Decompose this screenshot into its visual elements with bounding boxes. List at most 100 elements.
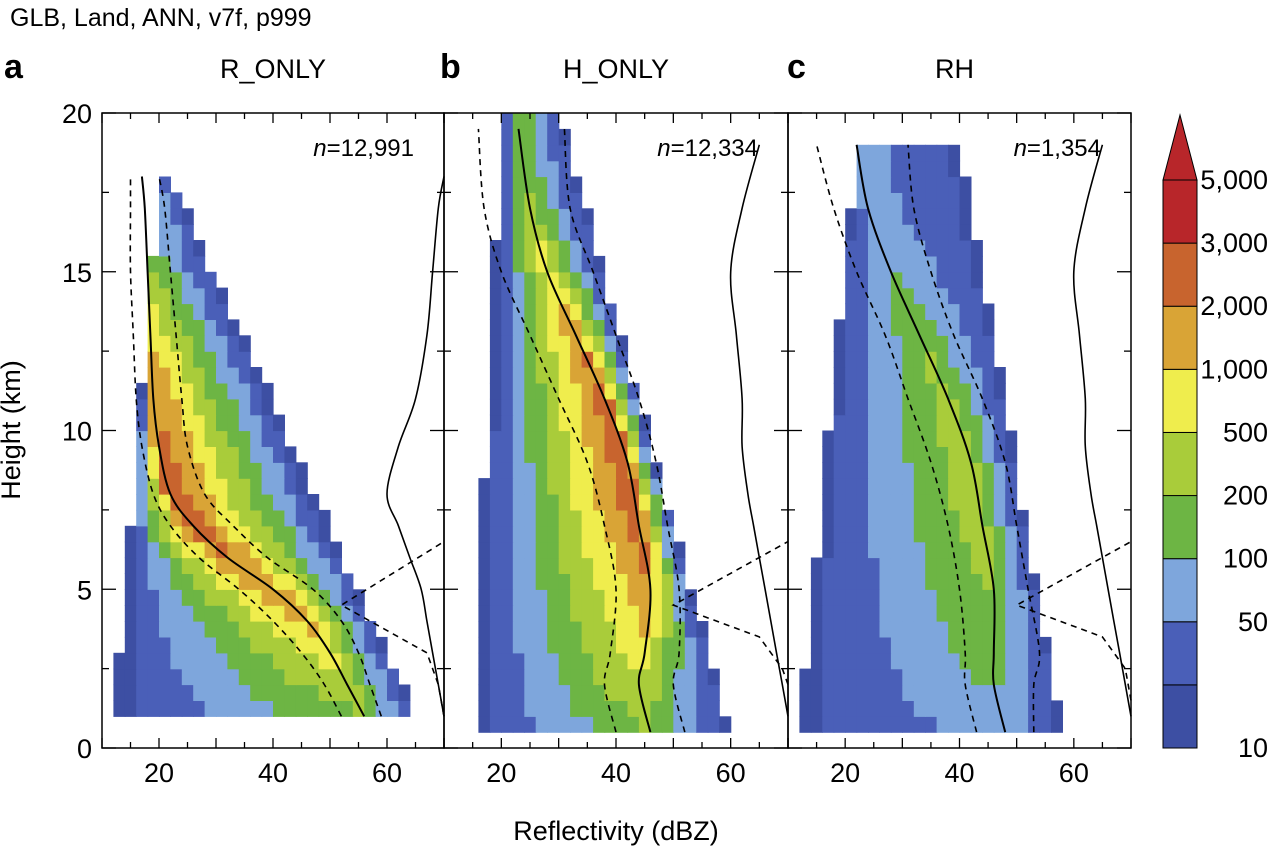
heatmap-cell bbox=[650, 541, 663, 559]
heatmap-cell bbox=[261, 382, 274, 400]
heatmap-cell bbox=[970, 636, 983, 654]
heatmap-cell bbox=[833, 462, 846, 479]
heatmap-cell bbox=[627, 684, 640, 701]
heatmap-cell bbox=[330, 557, 342, 574]
heatmap-cell bbox=[627, 525, 640, 543]
x-tick-label: 40 bbox=[601, 758, 631, 788]
heatmap-cell bbox=[170, 240, 183, 257]
heatmap-cell bbox=[273, 462, 285, 479]
heatmap-cell bbox=[627, 382, 640, 400]
p25-line bbox=[815, 144, 978, 733]
heatmap-cell bbox=[535, 478, 548, 495]
heatmap-cell bbox=[856, 652, 869, 670]
heatmap-cell bbox=[547, 525, 560, 543]
heatmap-cell bbox=[925, 605, 938, 622]
heatmap-cell bbox=[489, 398, 502, 416]
heatmap-cell bbox=[570, 478, 583, 495]
heatmap-cell bbox=[970, 621, 983, 638]
heatmap-cell bbox=[902, 541, 915, 559]
heatmap-cell bbox=[489, 541, 502, 559]
heatmap-cell bbox=[936, 446, 949, 463]
heatmap-cell bbox=[902, 382, 915, 400]
heatmap-cell bbox=[1005, 668, 1018, 686]
colorbar-label: 100 bbox=[1223, 544, 1268, 574]
heatmap-cell bbox=[524, 525, 537, 543]
heatmap-cell bbox=[868, 509, 880, 527]
heatmap-cell bbox=[925, 684, 938, 701]
heatmap-cell bbox=[868, 335, 880, 352]
heatmap-cell bbox=[512, 367, 525, 384]
heatmap-cell bbox=[535, 319, 548, 336]
heatmap-cell bbox=[124, 541, 137, 559]
heatmap-cell bbox=[902, 160, 915, 178]
heatmap-cell bbox=[845, 398, 858, 416]
sample-count-value: =12,991 bbox=[327, 135, 414, 162]
x-tick-label: 20 bbox=[144, 758, 174, 788]
heatmap-cell bbox=[204, 414, 217, 432]
heatmap-cell bbox=[959, 240, 972, 257]
heatmap-cell bbox=[364, 652, 377, 670]
heatmap-cell bbox=[581, 478, 594, 495]
heatmap-cell bbox=[524, 367, 537, 384]
heatmap-cell bbox=[535, 367, 548, 384]
heatmap-cell bbox=[535, 636, 548, 654]
heatmap-cell bbox=[982, 716, 995, 733]
heatmap-cell bbox=[501, 160, 514, 178]
heatmap-cell bbox=[501, 605, 514, 622]
heatmap-cell bbox=[902, 255, 915, 273]
heatmap-cell bbox=[650, 684, 663, 701]
heatmap-cell bbox=[547, 589, 560, 606]
heatmap-cell bbox=[970, 335, 983, 352]
heatmap-cell bbox=[856, 684, 869, 701]
heatmap-cell bbox=[113, 652, 126, 670]
heatmap-cell bbox=[879, 160, 892, 178]
heatmap-cell bbox=[879, 716, 892, 733]
heatmap-cell bbox=[204, 271, 217, 289]
y-tick-label: 5 bbox=[77, 575, 92, 605]
heatmap-cell bbox=[535, 255, 548, 273]
heatmap-cell bbox=[204, 621, 217, 638]
heatmap-cell bbox=[581, 446, 594, 463]
heatmap-cell bbox=[558, 176, 571, 193]
y-tick-label: 10 bbox=[62, 417, 92, 447]
heatmap-cell bbox=[593, 398, 606, 416]
heatmap-cell bbox=[913, 287, 926, 305]
heatmap-cell bbox=[868, 319, 880, 336]
heatmap-cell bbox=[936, 240, 949, 257]
heatmap-cell bbox=[501, 414, 514, 432]
heatmap-cell bbox=[136, 382, 149, 400]
heatmap-cell bbox=[982, 462, 995, 479]
heatmap-cell bbox=[925, 652, 938, 670]
heatmap-cell bbox=[558, 430, 571, 447]
heatmap-cell bbox=[936, 176, 949, 193]
heatmap-cell bbox=[673, 668, 686, 686]
heatmap-cell bbox=[936, 541, 949, 559]
heatmap-cell bbox=[512, 208, 525, 225]
heatmap-cell bbox=[193, 414, 206, 432]
heatmap-cell bbox=[959, 684, 972, 701]
colorbar-label: 2,000 bbox=[1200, 291, 1268, 321]
heatmap-cell bbox=[868, 636, 880, 654]
heatmap-cell bbox=[124, 621, 137, 638]
heatmap-cell bbox=[558, 335, 571, 352]
heatmap-cell bbox=[913, 684, 926, 701]
heatmap-cell bbox=[661, 573, 674, 590]
heatmap-cell bbox=[879, 414, 892, 432]
heatmap-cell bbox=[170, 319, 183, 336]
heatmap-cell bbox=[489, 462, 502, 479]
heatmap-cell bbox=[970, 541, 983, 559]
heatmap-cell bbox=[948, 430, 961, 447]
heatmap-cell bbox=[959, 255, 972, 273]
heatmap-cell bbox=[902, 319, 915, 336]
heatmap-cell bbox=[250, 684, 263, 701]
heatmap-cell bbox=[273, 446, 285, 463]
heatmap-cell bbox=[524, 319, 537, 336]
heatmap-cell bbox=[948, 144, 961, 162]
heatmap-cell bbox=[547, 621, 560, 638]
heatmap-cell bbox=[204, 382, 217, 400]
heatmap-cell bbox=[581, 652, 594, 670]
heatmap-cell bbox=[512, 446, 525, 463]
heatmap-cell bbox=[216, 509, 228, 527]
heatmap-cell bbox=[845, 303, 858, 320]
